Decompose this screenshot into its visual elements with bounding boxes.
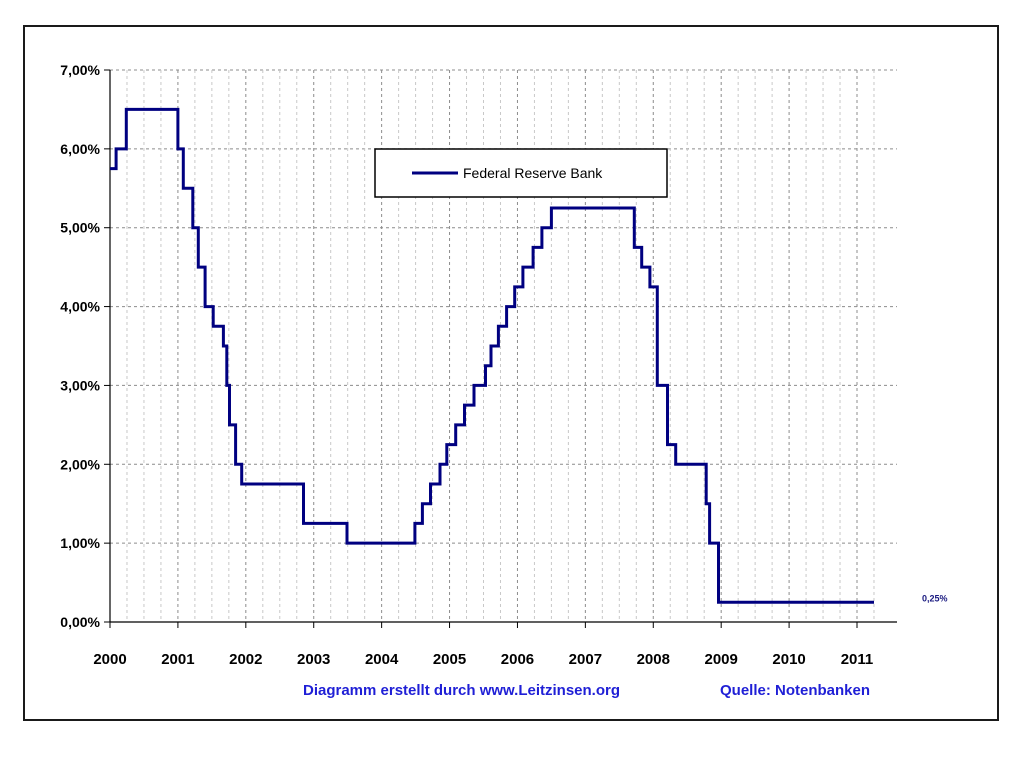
y-tick-label: 3,00% xyxy=(60,377,100,393)
x-tick-label: 2003 xyxy=(297,651,330,668)
y-axis-ticks: 0,00% 1,00% 2,00% 3,00% 4,00% 5,00% 6,00% 7,00% xyxy=(60,62,110,630)
x-tick-label: 2004 xyxy=(365,651,399,668)
x-tick-label: 2011 xyxy=(841,651,874,668)
y-tick-label: 1,00% xyxy=(60,535,100,551)
footer-source: Quelle: Notenbanken xyxy=(720,682,870,699)
x-tick-label: 2002 xyxy=(229,651,262,668)
y-tick-label: 2,00% xyxy=(60,456,100,472)
legend-label: Federal Reserve Bank xyxy=(463,165,603,181)
x-tick-label: 2005 xyxy=(433,651,466,668)
y-tick-label: 0,00% xyxy=(60,614,100,630)
y-tick-label: 5,00% xyxy=(60,220,100,236)
axes xyxy=(109,70,897,623)
x-tick-label: 2010 xyxy=(772,651,805,668)
x-tick-label: 2009 xyxy=(704,651,737,668)
legend: Federal Reserve Bank xyxy=(374,148,668,198)
chart-frame xyxy=(23,25,999,721)
y-tick-label: 4,00% xyxy=(60,299,100,315)
y-tick-label: 6,00% xyxy=(60,141,100,157)
footer-credit: Diagramm erstellt durch www.Leitzinsen.o… xyxy=(303,682,620,699)
series-line-federal-reserve-bank xyxy=(110,107,874,604)
x-tick-label: 2007 xyxy=(569,651,602,668)
x-tick-label: 2008 xyxy=(637,651,670,668)
x-tick-label: 2001 xyxy=(161,651,194,668)
y-tick-label: 7,00% xyxy=(60,62,100,78)
x-tick-label: 2000 xyxy=(93,651,126,668)
x-tick-label: 2006 xyxy=(501,651,534,668)
x-axis-ticks: 2000 2001 2002 2003 2004 2005 2006 2007 2008 2009… xyxy=(93,622,873,668)
end-value-label: 0,25% xyxy=(922,593,948,603)
